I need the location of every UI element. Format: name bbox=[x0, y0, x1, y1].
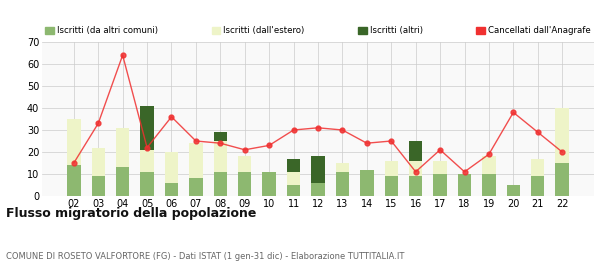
Bar bbox=[214, 141, 227, 172]
Bar bbox=[409, 161, 422, 176]
Legend: Iscritti (da altri comuni), Iscritti (dall'estero), Iscritti (altri), Cancellati: Iscritti (da altri comuni), Iscritti (da… bbox=[42, 23, 594, 39]
Bar bbox=[165, 152, 178, 183]
Bar bbox=[92, 176, 105, 196]
Bar bbox=[116, 128, 130, 167]
Bar bbox=[360, 170, 374, 196]
Bar bbox=[238, 157, 251, 172]
Bar bbox=[409, 141, 422, 161]
Bar bbox=[262, 172, 276, 196]
Bar bbox=[140, 150, 154, 172]
Bar bbox=[458, 174, 471, 196]
Bar bbox=[385, 161, 398, 176]
Bar bbox=[238, 172, 251, 196]
Bar bbox=[385, 176, 398, 196]
Bar bbox=[214, 132, 227, 141]
Bar bbox=[214, 172, 227, 196]
Bar bbox=[287, 158, 300, 172]
Bar bbox=[311, 183, 325, 196]
Bar bbox=[311, 157, 325, 183]
Bar bbox=[140, 106, 154, 150]
Bar bbox=[409, 176, 422, 196]
Bar bbox=[67, 165, 80, 196]
Bar bbox=[165, 183, 178, 196]
Text: COMUNE DI ROSETO VALFORTORE (FG) - Dati ISTAT (1 gen-31 dic) - Elaborazione TUTT: COMUNE DI ROSETO VALFORTORE (FG) - Dati … bbox=[6, 252, 404, 261]
Bar bbox=[506, 185, 520, 196]
Text: Flusso migratorio della popolazione: Flusso migratorio della popolazione bbox=[6, 207, 256, 220]
Bar bbox=[336, 172, 349, 196]
Bar bbox=[189, 178, 203, 196]
Bar bbox=[336, 163, 349, 172]
Bar bbox=[287, 185, 300, 196]
Bar bbox=[556, 163, 569, 196]
Bar bbox=[531, 176, 544, 196]
Bar bbox=[556, 108, 569, 163]
Bar bbox=[67, 119, 80, 165]
Bar bbox=[287, 172, 300, 185]
Bar bbox=[189, 143, 203, 178]
Bar bbox=[433, 174, 447, 196]
Bar bbox=[482, 174, 496, 196]
Bar bbox=[116, 167, 130, 196]
Bar bbox=[531, 158, 544, 176]
Bar bbox=[433, 161, 447, 174]
Bar bbox=[92, 148, 105, 176]
Bar bbox=[482, 157, 496, 174]
Bar bbox=[140, 172, 154, 196]
